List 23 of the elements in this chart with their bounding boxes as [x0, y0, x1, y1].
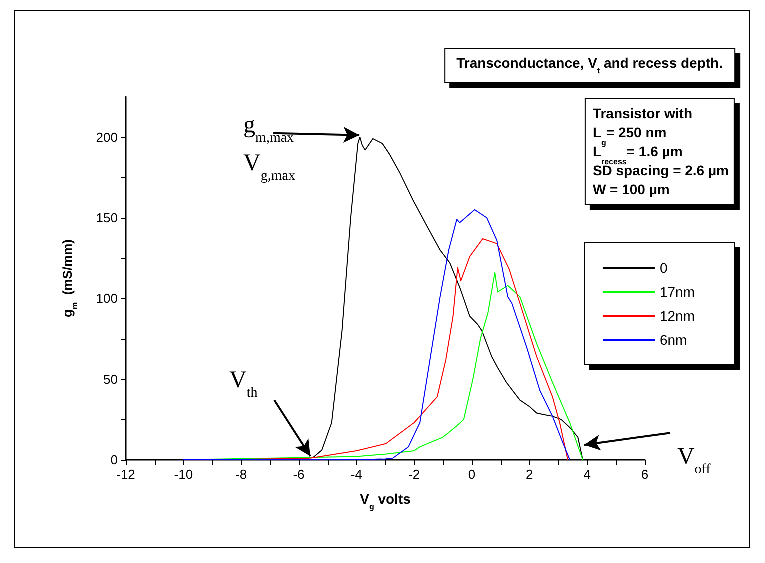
legend-label: 12nm: [660, 308, 696, 324]
legend-label: 17nm: [660, 284, 696, 300]
x-tick-label: 2: [526, 467, 534, 482]
x-tick-label: 4: [584, 467, 591, 482]
x-tick-label: -6: [293, 467, 305, 482]
y-tick-label: 50: [104, 372, 118, 387]
annotation: W = 100 µm: [592, 182, 670, 198]
y-tick-label: 150: [96, 210, 118, 226]
annotation: Lg= 250 nm: [592, 124, 667, 148]
annotation: Transistor with: [592, 106, 693, 122]
x-tick-label: -12: [116, 467, 136, 482]
x-tick-label: -4: [350, 467, 362, 482]
x-tick-label: 6: [641, 467, 649, 482]
y-tick-label: 200: [96, 130, 118, 145]
x-tick-label: -2: [408, 467, 420, 482]
y-axis-title: gm (mS/mm): [60, 240, 80, 318]
x-tick-label: -10: [174, 467, 194, 482]
legend-label: 6nm: [660, 332, 688, 348]
legend-label: 0: [660, 260, 668, 276]
y-tick-label: 0: [110, 452, 118, 468]
x-tick-label: 0: [468, 467, 476, 482]
x-tick-label: -8: [236, 467, 248, 482]
y-tick-label: 100: [96, 291, 118, 306]
